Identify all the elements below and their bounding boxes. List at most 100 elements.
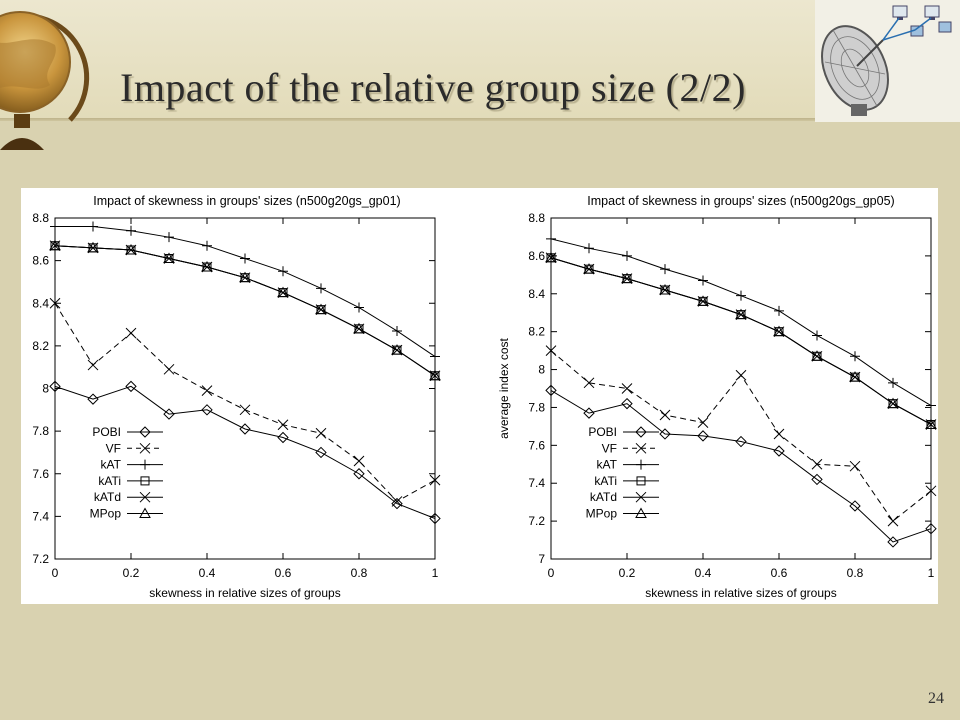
x-tick-label: 0 <box>548 566 555 580</box>
data-point <box>354 302 364 313</box>
series-pobi <box>545 384 937 548</box>
data-point <box>49 240 61 252</box>
data-point <box>163 408 175 420</box>
data-point <box>278 266 288 277</box>
data-point <box>163 252 175 263</box>
data-point <box>925 418 937 429</box>
data-point <box>659 283 671 295</box>
data-point <box>697 295 709 306</box>
data-point <box>887 397 899 409</box>
series-line <box>550 389 932 543</box>
legend-marker <box>635 442 647 454</box>
data-point <box>239 404 251 416</box>
data-point <box>277 419 289 431</box>
data-point <box>545 252 557 264</box>
legend-label: POBI <box>588 425 617 439</box>
legend-marker <box>139 491 151 503</box>
data-point <box>239 271 251 283</box>
data-point <box>849 460 861 472</box>
legend-label: kATd <box>590 490 617 504</box>
data-point <box>660 264 670 275</box>
data-point <box>315 427 327 439</box>
series-kat <box>546 233 936 411</box>
data-point <box>849 371 861 382</box>
x-tick-label: 0.6 <box>275 566 292 580</box>
data-point <box>49 239 61 251</box>
data-point <box>353 468 365 480</box>
data-point <box>811 458 823 470</box>
data-point <box>773 445 785 457</box>
data-point <box>774 305 784 316</box>
data-point <box>50 221 60 232</box>
series-kat <box>50 221 440 362</box>
data-point <box>391 344 403 355</box>
data-point <box>811 350 823 361</box>
y-tick-label: 7.8 <box>32 424 49 438</box>
legend-marker <box>635 491 647 503</box>
series-line <box>54 245 436 377</box>
data-point <box>545 345 557 356</box>
x-tick-label: 0.4 <box>695 566 712 580</box>
data-point <box>736 290 746 301</box>
x-axis-label: skewness in relative sizes of groups <box>149 586 340 600</box>
data-point <box>698 275 708 286</box>
data-point <box>163 363 175 375</box>
data-point <box>316 283 326 294</box>
legend-label: VF <box>602 441 617 455</box>
data-point <box>391 496 403 507</box>
series-mpop <box>545 251 937 429</box>
x-tick-label: 0.2 <box>123 566 140 580</box>
series-line <box>550 238 932 406</box>
y-tick-label: 7.6 <box>32 467 49 481</box>
y-tick-label: 8 <box>42 382 49 396</box>
data-point <box>49 380 61 393</box>
y-tick-label: 8.6 <box>32 254 49 268</box>
data-point <box>125 380 137 393</box>
data-point <box>887 515 899 527</box>
data-point <box>735 308 747 320</box>
series-kati <box>546 253 936 429</box>
x-axis-label: skewness in relative sizes of groups <box>645 586 836 600</box>
chart-title: Impact of skewness in groups' sizes (n50… <box>587 194 894 208</box>
y-tick-label: 8.4 <box>528 287 545 301</box>
data-point <box>87 393 99 405</box>
data-point <box>429 474 441 486</box>
series-katd <box>545 252 937 430</box>
legend-marker <box>140 476 150 486</box>
legend-marker <box>140 459 150 470</box>
y-tick-label: 8.4 <box>32 296 49 310</box>
data-point <box>773 428 785 440</box>
data-point <box>277 431 289 444</box>
slide-header <box>0 0 960 120</box>
x-tick-label: 1 <box>432 566 439 580</box>
y-axis-label: average index cost <box>497 337 511 438</box>
data-point <box>315 446 327 459</box>
y-tick-label: 7.6 <box>528 438 545 452</box>
satellite-dish-icon <box>815 0 960 122</box>
data-point <box>315 303 327 315</box>
data-point <box>697 430 709 442</box>
x-tick-label: 1 <box>928 566 935 580</box>
data-point <box>353 455 365 467</box>
data-point <box>659 428 671 440</box>
slide-title: Impact of the relative group size (2/2) <box>120 65 746 110</box>
data-point <box>546 233 556 244</box>
data-point <box>735 369 747 381</box>
data-point <box>49 297 61 309</box>
legend-label: kAT <box>101 458 122 472</box>
data-point <box>622 250 632 261</box>
y-tick-label: 8.2 <box>528 325 545 339</box>
x-tick-label: 0.8 <box>351 566 368 580</box>
y-tick-label: 7.4 <box>528 476 545 490</box>
series-mpop <box>49 239 441 381</box>
legend-marker <box>139 442 151 454</box>
x-tick-label: 0.6 <box>771 566 788 580</box>
data-point <box>126 225 136 236</box>
data-point <box>697 417 709 428</box>
data-point <box>87 359 99 371</box>
data-point <box>888 377 898 388</box>
data-point <box>773 325 785 337</box>
data-point <box>545 251 557 263</box>
y-tick-label: 7.2 <box>32 552 49 566</box>
data-point <box>583 377 595 389</box>
